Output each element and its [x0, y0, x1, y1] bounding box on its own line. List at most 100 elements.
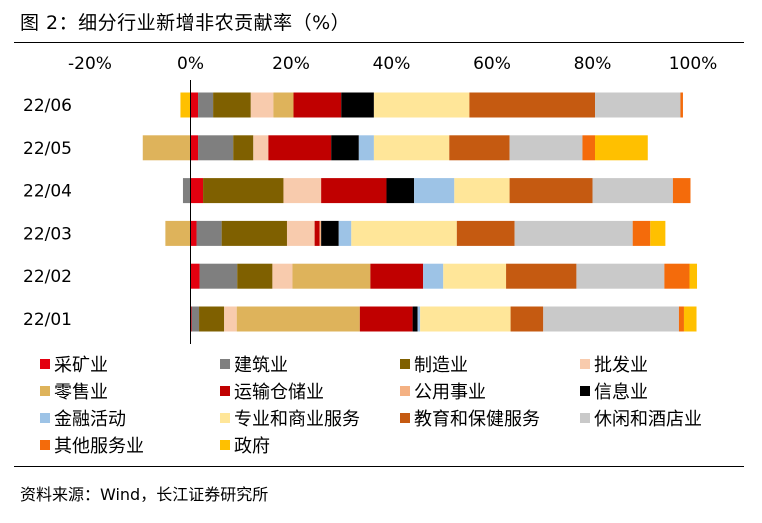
- bar-segment: [182, 178, 191, 204]
- bar-segment: [506, 263, 577, 289]
- x-tick-label: -20%: [68, 54, 112, 74]
- bar-segment: [595, 135, 648, 161]
- bar-segment: [292, 263, 371, 289]
- bar-segment: [358, 135, 374, 161]
- bar-segment: [672, 178, 691, 204]
- bar-segment: [190, 135, 199, 161]
- bar-segment: [250, 92, 274, 118]
- bar-segment: [509, 178, 593, 204]
- bar-segment: [338, 220, 352, 246]
- legend-swatch: [400, 359, 410, 369]
- legend-label: 采矿业: [54, 355, 108, 376]
- legend-swatch: [40, 359, 50, 369]
- bar-segment: [191, 306, 200, 332]
- legend-item: 批发业: [580, 352, 648, 376]
- bar-segment: [190, 263, 200, 289]
- bar-segment: [190, 220, 197, 246]
- bar-segment: [190, 178, 204, 204]
- legend-label: 制造业: [414, 355, 468, 376]
- bar-segment: [678, 306, 684, 332]
- category-label: 22/02: [23, 267, 72, 287]
- x-tick-label: 20%: [272, 54, 310, 74]
- bar-segment: [509, 135, 583, 161]
- bar-segment: [514, 220, 633, 246]
- legend-label: 金融活动: [54, 409, 126, 430]
- bar-segment: [582, 135, 596, 161]
- legend-label: 零售业: [54, 382, 108, 403]
- legend-item: 建筑业: [220, 352, 288, 376]
- x-tick-label: 60%: [473, 54, 511, 74]
- bar-segment: [233, 135, 254, 161]
- bar-segment: [331, 135, 359, 161]
- bar-segment: [199, 263, 238, 289]
- x-tick-label: 80%: [574, 54, 612, 74]
- legend-swatch: [220, 359, 230, 369]
- category-label: 22/01: [23, 310, 72, 330]
- bar-segment: [595, 92, 681, 118]
- category-label: 22/05: [23, 139, 72, 159]
- bar-segment: [373, 135, 450, 161]
- legend-swatch: [400, 413, 410, 423]
- bar-segment: [680, 92, 683, 118]
- bar-segment: [321, 178, 387, 204]
- category-label: 22/04: [23, 182, 72, 202]
- bar-segment: [142, 135, 191, 161]
- bar-segment: [253, 135, 269, 161]
- bar-segment: [286, 220, 315, 246]
- bar-segment: [199, 306, 225, 332]
- bar-segment: [272, 263, 293, 289]
- legend-label: 建筑业: [234, 355, 288, 376]
- legend-label: 信息业: [594, 382, 648, 403]
- x-axis: -20% 0% 20% 40% 60% 80% 100%: [68, 54, 717, 74]
- bar-segment: [224, 306, 237, 332]
- legend-item: 公用事业: [400, 379, 486, 403]
- legend-swatch: [220, 440, 230, 450]
- bar-segment: [196, 220, 222, 246]
- bar-segment: [543, 306, 679, 332]
- legend-swatch: [40, 413, 50, 423]
- bar-segment: [386, 178, 415, 204]
- category-label: 22/06: [23, 96, 72, 116]
- legend-item: 运输仓储业: [220, 379, 324, 403]
- bar-segment: [213, 92, 251, 118]
- stacked-bar-chart: -20% 0% 20% 40% 60% 80% 100% 22/0622/0522/0422…: [23, 54, 717, 344]
- legend-swatch: [220, 386, 230, 396]
- figure-title: 图 2：细分行业新增非农贡献率（%）: [20, 12, 351, 34]
- legend-item: 信息业: [580, 379, 648, 403]
- bar-segment: [283, 178, 322, 204]
- bar-segment: [683, 306, 697, 332]
- bar-segment: [420, 306, 511, 332]
- bar-segment: [456, 220, 515, 246]
- bar-segment: [341, 92, 374, 118]
- bar-segment: [293, 92, 342, 118]
- legend-item: 零售业: [40, 379, 108, 403]
- bar-segment: [180, 92, 191, 118]
- legend-swatch: [580, 359, 590, 369]
- legend-swatch: [40, 440, 50, 450]
- bar-segment: [237, 263, 273, 289]
- category-label: 22/03: [23, 224, 72, 244]
- bar-segment: [510, 306, 544, 332]
- bar-segment: [221, 220, 287, 246]
- bar-segment: [664, 263, 690, 289]
- bar-segment: [359, 306, 413, 332]
- bar-segment: [319, 220, 322, 246]
- bar-segment: [443, 263, 507, 289]
- bar-segment: [198, 92, 214, 118]
- source-note: 资料来源：Wind，长江证券研究所: [20, 485, 269, 504]
- legend-label: 公用事业: [414, 382, 486, 403]
- x-tick-label: 100%: [669, 54, 718, 74]
- bar-area: [142, 92, 698, 332]
- bar-segment: [203, 178, 284, 204]
- legend-item: 休闲和酒店业: [580, 406, 702, 430]
- bar-segment: [449, 135, 510, 161]
- legend-item: 教育和保健服务: [400, 406, 540, 430]
- legend-swatch: [580, 413, 590, 423]
- bar-segment: [165, 220, 191, 246]
- legend-label: 运输仓储业: [234, 382, 324, 403]
- bar-segment: [423, 263, 444, 289]
- legend-item: 采矿业: [40, 352, 108, 376]
- bar-segment: [314, 220, 320, 246]
- bar-segment: [198, 135, 234, 161]
- legend-swatch: [220, 413, 230, 423]
